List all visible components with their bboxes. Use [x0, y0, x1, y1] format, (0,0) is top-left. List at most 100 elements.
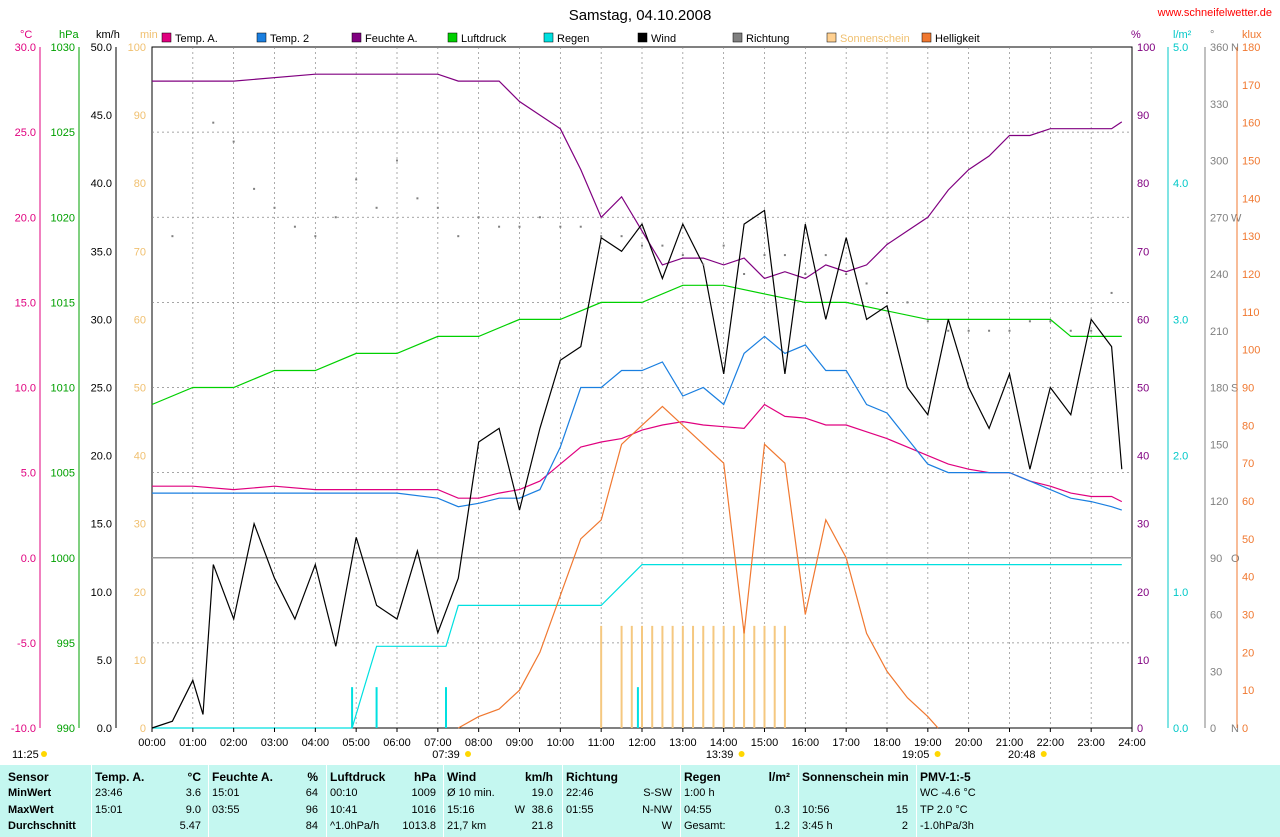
axis-unit: km/h — [96, 29, 120, 41]
axis-tick-label: 1010 — [51, 383, 75, 395]
axis-tick-label: 40 — [134, 451, 146, 463]
summary-cell-label: -1.0hPa/3h — [920, 820, 974, 832]
summary-row — [802, 787, 912, 803]
summary-column: Feuchte A.% 15:01 64 03:55 96 84 — [212, 765, 322, 837]
direction-point — [273, 206, 276, 209]
axis-tick-label: 30 — [1210, 666, 1222, 678]
direction-label: N — [1231, 723, 1239, 735]
direction-point — [355, 178, 358, 181]
summary-table: Sensor MinWert MaxWert Durchschnitt Temp. A.… — [0, 765, 1280, 837]
axis-tick-label: 1025 — [51, 127, 75, 139]
axis-tick-label: 4.0 — [1173, 178, 1188, 190]
summary-cell-value: S-SW — [643, 787, 672, 799]
legend-swatch — [447, 32, 458, 43]
summary-cell-label: Ø 10 min. — [447, 787, 495, 799]
sun-marker — [465, 751, 471, 757]
axis-tick-label: 170 — [1242, 80, 1260, 92]
summary-cell-value: hPa — [413, 770, 436, 784]
axis-tick-label: -5.0 — [17, 638, 36, 650]
axis-tick-label: 130 — [1242, 231, 1260, 243]
axis-tick-label: 80 — [134, 178, 146, 190]
summary-cell-label: 10:41 — [330, 804, 358, 816]
direction-point — [1049, 320, 1052, 323]
direction-point — [1008, 329, 1011, 332]
axis-tick-label: 90 — [1137, 110, 1149, 122]
summary-cell-value: % — [307, 770, 318, 784]
axis-tick-label: 150 — [1242, 156, 1260, 168]
x-tick-label: 08:00 — [465, 737, 493, 749]
axis-tick-label: 10 — [1242, 685, 1254, 697]
summary-cell-label: 15:01 — [95, 804, 123, 816]
direction-point — [293, 225, 296, 228]
direction-point — [804, 273, 807, 275]
direction-point — [232, 140, 235, 143]
summary-cell-label: 04:55 — [684, 804, 712, 816]
summary-row: 3:45 h 2 — [802, 820, 912, 836]
axis-tick-label: 40.0 — [91, 178, 112, 190]
axis-tick-label: 70 — [134, 246, 146, 258]
axis-tick-label: 20.0 — [15, 212, 36, 224]
direction-point — [947, 329, 950, 332]
axis-tick-label: 70 — [1242, 458, 1254, 470]
x-axis: 00:00 01:00 02:00 03:00 04:00 05:00 06:00 07:00… — [12, 728, 1146, 761]
x-tick-label: 01:00 — [179, 737, 207, 749]
series-line-temp-2 — [152, 335, 1122, 511]
summary-cell-label: 15:16 — [447, 804, 475, 816]
axis-tick-label: 110 — [1242, 307, 1260, 319]
axis-tick-label: 1.0 — [1173, 587, 1188, 599]
summary-cell-value: 84 — [305, 820, 318, 832]
direction-point — [620, 235, 623, 238]
summary-cell-value: 5.47 — [179, 820, 201, 832]
summary-column: Temp. A. °C 23:46 3.6 15:01 9.0 5.47 — [95, 765, 205, 837]
summary-cell-label: 01:55 — [566, 804, 594, 816]
summary-cell-label: Durchschnitt — [8, 820, 76, 832]
summary-header: Luftdruck hPa — [330, 770, 440, 786]
direction-point — [396, 159, 398, 162]
axis-tick-label: 15.0 — [15, 297, 36, 309]
summary-cell-value: 15 — [895, 804, 908, 816]
summary-row: 1:00 h — [684, 787, 794, 803]
sun-marker — [41, 751, 47, 757]
summary-row: 84 — [212, 820, 322, 836]
summary-row: 15:01 64 — [212, 787, 322, 803]
axis-tick-label: 0.0 — [97, 723, 112, 735]
summary-cell-value: 64 — [305, 787, 318, 799]
x-tick-label: 09:00 — [506, 737, 534, 749]
x-tick-label: 06:00 — [383, 737, 411, 749]
summary-cell-value: °C — [187, 770, 201, 784]
summary-cell-label: 21,7 km — [447, 820, 487, 832]
summary-header: Wind km/h — [447, 770, 557, 786]
axis-unit: l/m² — [1173, 29, 1192, 41]
summary-header: Regen l/m² — [684, 770, 794, 786]
axis-tick-label: 50 — [1137, 383, 1149, 395]
time-label: 11:25 — [12, 749, 39, 761]
x-tick-label: 15:00 — [751, 737, 779, 749]
axis-tick-label: 60 — [1210, 610, 1222, 622]
legend-swatch — [543, 32, 554, 43]
axis-tick-label: 50 — [1242, 534, 1254, 546]
summary-row: 15:16 W 38.6 — [447, 804, 557, 820]
axis-tick-label: 45.0 — [91, 110, 112, 122]
axis-tick-label: 10 — [1137, 655, 1149, 667]
axis-tick-label: 120 — [1242, 269, 1260, 281]
summary-row: 23:46 3.6 — [95, 787, 205, 803]
time-label: 13:39 — [706, 749, 734, 761]
axis-tick-label: 90 — [1242, 383, 1254, 395]
direction-point — [416, 197, 419, 200]
axis-tick-label: -10.0 — [11, 723, 36, 735]
legend-swatch — [351, 32, 362, 43]
series-line-feuchte-a- — [152, 73, 1123, 280]
site-link[interactable]: www.schneifelwetter.de — [1157, 7, 1272, 19]
legend-label: Temp. A. — [175, 33, 218, 45]
axis-tick-label: 180 — [1242, 42, 1260, 54]
axis-tick-label: 1005 — [51, 468, 75, 480]
summary-cell-label: MinWert — [8, 787, 52, 799]
summary-cell-label: 10:56 — [802, 804, 830, 816]
axis-tick-label: 60 — [134, 314, 146, 326]
series-line-helligkeit — [458, 405, 939, 729]
x-tick-label: 16:00 — [792, 737, 820, 749]
axis-tick-label: 20 — [1137, 587, 1149, 599]
summary-row: -1.0hPa/3h — [920, 820, 1030, 836]
summary-cell-value: l/m² — [768, 770, 790, 784]
direction-point — [702, 263, 705, 266]
